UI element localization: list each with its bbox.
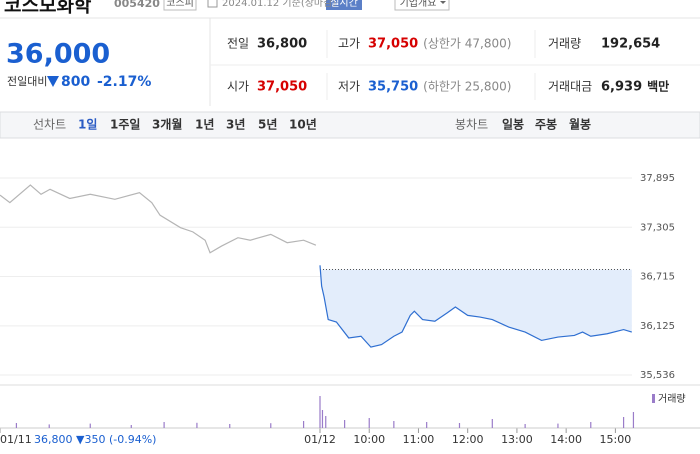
- price: 36,000: [6, 39, 110, 70]
- company-button[interactable]: [394, 0, 450, 11]
- volume-bar: [15, 423, 18, 428]
- x-tick-label: 01/11: [0, 433, 32, 446]
- volume-bar: [130, 425, 132, 428]
- summary-value: 6,939: [601, 80, 642, 95]
- tab-label: 선차트: [33, 118, 66, 132]
- y-tick-label: 37,895: [640, 173, 675, 184]
- x-tick-label: 11:00: [403, 433, 435, 446]
- summary-unit: 백만: [647, 79, 669, 94]
- company[interactable]: 기업개요: [400, 0, 437, 9]
- volume-bar: [590, 422, 592, 428]
- volume-bar: [48, 424, 50, 428]
- volume-bar: [426, 422, 428, 428]
- period-tab[interactable]: 5년: [258, 118, 277, 132]
- volume-bar: [524, 424, 526, 428]
- period-tab[interactable]: 3년: [226, 118, 245, 132]
- market: 코스피: [166, 0, 194, 9]
- market-badge: [163, 0, 197, 11]
- stock-name: 코스모화학: [4, 0, 92, 17]
- tab-bar: [0, 111, 700, 139]
- volume-bar: [622, 417, 625, 428]
- y-tick-label: 36,125: [640, 321, 675, 332]
- volume-bar: [319, 396, 321, 428]
- volume-bar: [196, 422, 198, 428]
- change-rate: -2.17%: [97, 74, 151, 90]
- down-arrow: [47, 76, 59, 87]
- dropdown-icon: [440, 1, 446, 4]
- period-tab[interactable]: 3개월: [152, 117, 182, 132]
- area-fill: [320, 265, 632, 348]
- summary-label: 고가: [338, 37, 360, 51]
- summary-value: 35,750: [368, 80, 418, 95]
- period-tab[interactable]: 1년: [195, 118, 214, 132]
- price-line: [0, 184, 317, 254]
- volume-bar: [344, 420, 346, 428]
- realtime[interactable]: 실시간: [330, 0, 358, 9]
- volume-bar: [368, 418, 370, 428]
- tab-label: 봉차트: [455, 118, 488, 132]
- volume-bar: [393, 421, 395, 428]
- candle-tab[interactable]: 일봉: [502, 118, 524, 132]
- price-line: [319, 265, 632, 348]
- period-tab[interactable]: 1주일: [110, 118, 140, 132]
- summary-label: 저가: [338, 80, 360, 94]
- x-tick-label: 12:00: [452, 433, 484, 446]
- volume-bar: [458, 423, 461, 428]
- date: 2024.01.12 기준(장마감): [222, 0, 336, 9]
- footer-text: 36,800 ▼350 (-0.94%): [34, 433, 156, 446]
- x-tick-label: 15:00: [600, 433, 632, 446]
- volume-bar: [302, 421, 305, 428]
- summary-label: 시가: [227, 80, 249, 94]
- volume-bar: [270, 423, 272, 428]
- volume-bar: [557, 423, 559, 428]
- candle-tab[interactable]: 월봉: [569, 117, 591, 132]
- summary-value: 37,050: [257, 80, 307, 95]
- summary-extra: (상한가 47,800): [423, 37, 511, 51]
- volume-bar: [163, 422, 165, 428]
- realtime-badge[interactable]: [326, 0, 362, 10]
- volume-bar: [325, 416, 327, 428]
- volume-bar: [229, 424, 231, 428]
- calendar-icon: [207, 0, 218, 8]
- summary-value: 36,800: [257, 37, 307, 52]
- summary-value: 37,050: [368, 37, 418, 52]
- x-tick-label: 14:00: [550, 433, 582, 446]
- x-tick-label: 13:00: [501, 433, 533, 446]
- volume-legend: 거래량: [658, 393, 686, 405]
- volume-bar: [89, 423, 91, 428]
- change: 800: [61, 74, 90, 90]
- summary-extra: (하한가 25,800): [423, 80, 511, 94]
- candle-tab[interactable]: 주봉: [535, 118, 557, 132]
- x-tick-label: 10:00: [353, 433, 385, 446]
- x-tick-label: 01/12: [304, 433, 336, 446]
- period-tab[interactable]: 10년: [289, 118, 317, 132]
- volume-bar: [491, 419, 493, 428]
- summary-label: 거래량: [548, 37, 581, 51]
- stock-code: 005420: [114, 0, 160, 10]
- y-tick-label: 37,305: [640, 222, 675, 233]
- y-tick-label: 36,715: [640, 272, 675, 283]
- volume-bar: [321, 410, 324, 428]
- volume-bar: [632, 412, 635, 428]
- period-tab[interactable]: 1일: [78, 118, 97, 132]
- change-label: 전일대비: [7, 74, 47, 88]
- summary-value: 192,654: [601, 37, 660, 52]
- volume-legend-swatch: [652, 394, 655, 403]
- summary-label: 거래대금: [548, 80, 592, 94]
- y-tick-label: 35,536: [640, 370, 675, 381]
- summary-label: 전일: [227, 37, 249, 51]
